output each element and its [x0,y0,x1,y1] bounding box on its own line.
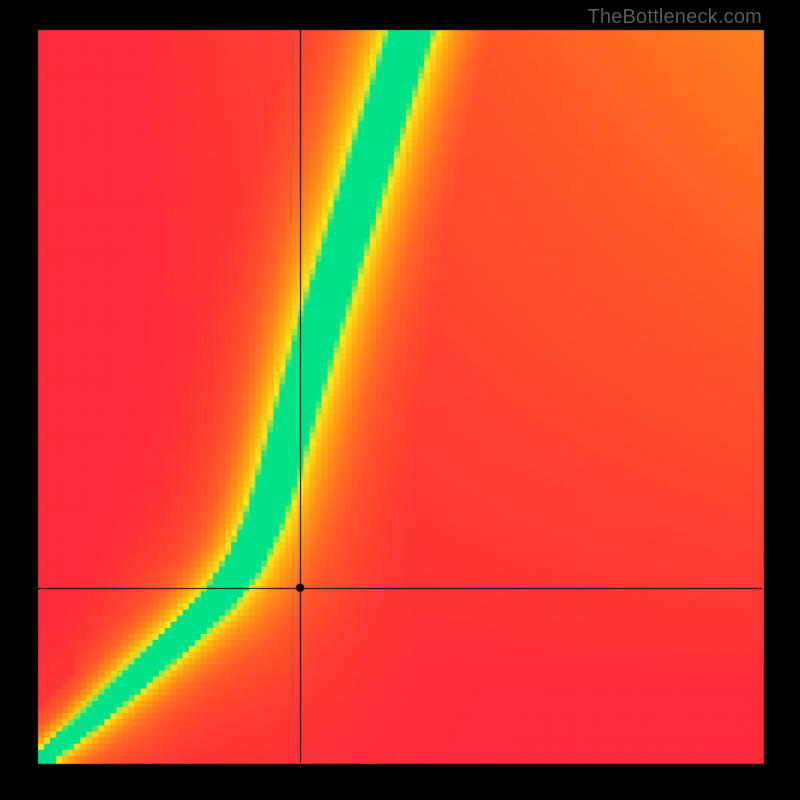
heatmap-canvas [0,0,800,800]
chart-container: TheBottleneck.com [0,0,800,800]
watermark-label: TheBottleneck.com [587,6,762,29]
